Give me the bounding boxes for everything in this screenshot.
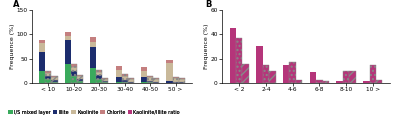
Bar [39,43,45,52]
Bar [147,82,153,83]
Bar [141,71,147,77]
Bar [96,79,102,83]
Bar [147,76,153,77]
Bar [122,80,128,82]
Bar [230,28,236,83]
Bar [45,71,52,73]
Bar [141,77,147,82]
Bar [147,81,153,82]
Bar [39,40,45,43]
Bar [90,47,96,68]
Bar [39,71,45,83]
Bar [45,79,52,83]
Bar [122,74,128,76]
Bar [52,76,58,77]
Bar [96,72,102,75]
Legend: I/S mixed layer, Illite, Kaolinite, Chlorite, Kaolinite/Illite ratio: I/S mixed layer, Illite, Kaolinite, Chlo… [6,108,182,117]
Bar [71,64,77,67]
Bar [166,60,172,63]
Bar [147,77,153,81]
Bar [153,78,159,79]
Bar [65,40,71,64]
Bar [52,77,58,80]
Bar [179,78,185,79]
Bar [236,38,242,83]
Bar [52,80,58,82]
Bar [45,76,52,79]
Bar [96,75,102,79]
Bar [39,52,45,71]
Bar [65,32,71,36]
Bar [122,82,128,83]
Bar [370,65,376,83]
Bar [166,81,172,83]
Text: B: B [205,0,212,9]
Bar [316,80,322,83]
Bar [322,81,329,83]
Bar [116,82,122,83]
Bar [102,81,108,82]
Bar [172,78,179,82]
Bar [90,42,96,47]
Bar [363,81,370,83]
Bar [153,82,159,83]
Bar [77,75,83,76]
Bar [256,46,263,83]
Bar [172,77,179,78]
Bar [179,79,185,82]
Bar [296,80,302,83]
Text: A: A [13,0,19,9]
Y-axis label: Frequence (%): Frequence (%) [204,24,209,69]
Bar [310,72,316,83]
Bar [90,37,96,42]
Bar [102,79,108,81]
Bar [172,82,179,83]
Bar [77,76,83,79]
Bar [90,68,96,83]
Bar [45,73,52,76]
Bar [153,79,159,82]
Bar [65,64,71,83]
Bar [102,78,108,79]
Bar [242,64,249,83]
Bar [128,82,134,83]
Bar [116,70,122,77]
Bar [336,81,343,83]
Bar [166,63,172,81]
Bar [263,65,269,83]
Bar [343,71,349,83]
Bar [71,67,77,71]
Bar [128,79,134,82]
Bar [71,71,77,76]
Bar [283,65,290,83]
Bar [128,78,134,79]
Bar [376,80,382,83]
Bar [116,77,122,82]
Bar [179,82,185,83]
Bar [141,82,147,83]
Bar [290,62,296,83]
Bar [77,79,83,81]
Bar [116,66,122,70]
Bar [349,71,356,83]
Y-axis label: Frequence (%): Frequence (%) [10,24,15,69]
Bar [96,70,102,72]
Bar [122,76,128,80]
Bar [71,76,77,83]
Bar [65,36,71,40]
Bar [269,71,276,83]
Bar [52,82,58,83]
Bar [77,81,83,83]
Bar [141,67,147,71]
Bar [102,82,108,83]
